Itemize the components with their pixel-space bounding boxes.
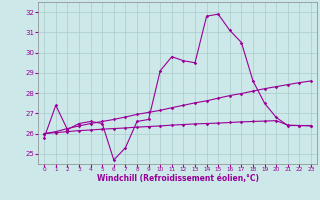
X-axis label: Windchill (Refroidissement éolien,°C): Windchill (Refroidissement éolien,°C) bbox=[97, 174, 259, 183]
